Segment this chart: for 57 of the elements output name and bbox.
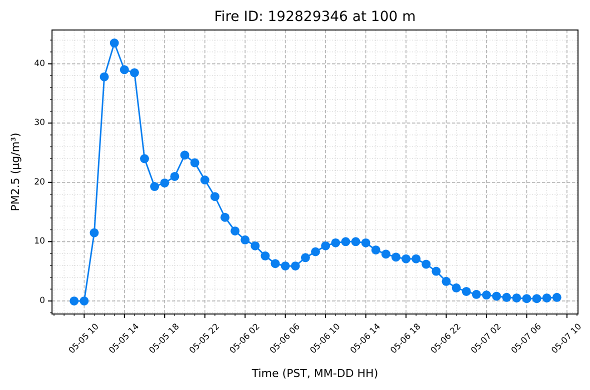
point bbox=[210, 192, 220, 202]
point bbox=[140, 154, 150, 164]
point bbox=[80, 296, 89, 306]
point bbox=[150, 182, 160, 192]
x-axis-title: Time (PST, MM-DD HH) bbox=[250, 367, 378, 380]
point bbox=[260, 251, 270, 260]
point bbox=[462, 286, 471, 296]
point bbox=[412, 254, 421, 264]
point bbox=[250, 241, 260, 250]
y-tick-label: 30 bbox=[34, 118, 45, 128]
chart-title: Fire ID: 192829346 at 100 m bbox=[214, 9, 416, 25]
point bbox=[472, 290, 481, 299]
point bbox=[180, 150, 190, 160]
point bbox=[230, 226, 240, 236]
point bbox=[321, 241, 330, 250]
point bbox=[482, 290, 491, 300]
point bbox=[200, 176, 210, 185]
y-tick-label: 40 bbox=[34, 58, 45, 69]
point bbox=[432, 266, 441, 276]
point bbox=[341, 237, 350, 246]
point bbox=[270, 259, 280, 268]
y-tick-label: 10 bbox=[34, 236, 45, 247]
y-tick-label: 0 bbox=[40, 296, 45, 306]
point bbox=[452, 283, 461, 292]
point bbox=[120, 65, 129, 74]
point bbox=[381, 250, 390, 259]
point bbox=[442, 276, 451, 286]
point bbox=[280, 261, 290, 270]
point bbox=[351, 237, 360, 246]
point bbox=[532, 294, 542, 304]
point bbox=[160, 178, 170, 188]
point bbox=[371, 245, 380, 254]
point bbox=[130, 68, 139, 78]
point bbox=[100, 72, 109, 82]
point bbox=[361, 238, 370, 248]
point bbox=[300, 253, 310, 262]
point bbox=[170, 172, 180, 181]
point bbox=[391, 252, 400, 262]
point bbox=[512, 293, 522, 302]
point bbox=[70, 296, 79, 306]
point bbox=[552, 292, 562, 302]
point bbox=[240, 235, 250, 244]
point bbox=[311, 247, 320, 256]
point bbox=[422, 260, 431, 269]
point bbox=[220, 212, 230, 222]
point bbox=[290, 261, 300, 270]
point bbox=[502, 292, 512, 302]
point bbox=[331, 238, 340, 248]
point bbox=[110, 38, 119, 48]
point bbox=[190, 158, 200, 168]
y-axis-title: PM2.5 (μg/m³) bbox=[9, 132, 22, 212]
point bbox=[90, 228, 99, 238]
point bbox=[492, 292, 502, 301]
point bbox=[522, 294, 532, 304]
point bbox=[402, 254, 411, 264]
y-tick-label: 20 bbox=[34, 177, 45, 188]
point bbox=[542, 293, 552, 302]
